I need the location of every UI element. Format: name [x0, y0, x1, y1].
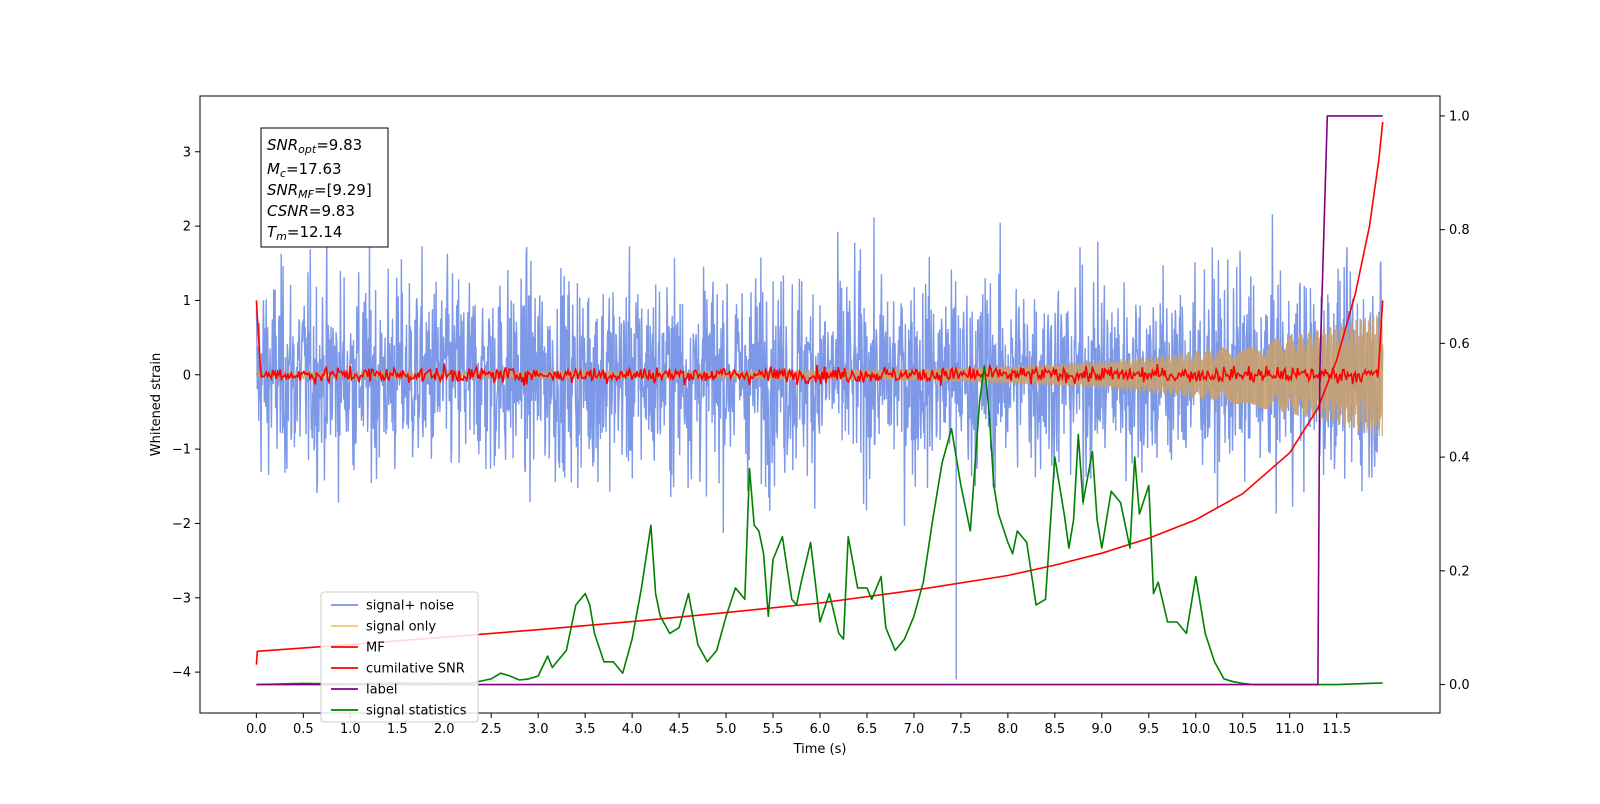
annotation-snr-mf: SNRMF=[9.29]: [267, 181, 372, 201]
x-tick-label: 4.5: [669, 722, 690, 737]
annotation-tm: Tm=12.14: [267, 223, 342, 243]
annotation-frame: [260, 127, 389, 248]
x-tick-label: 0.5: [293, 722, 314, 737]
x-tick-label: 3.5: [575, 722, 596, 737]
x-tick-label: 10.0: [1181, 722, 1210, 737]
y-tick-label: 1: [183, 294, 191, 309]
x-tick-label: 5.5: [763, 722, 784, 737]
y-tick-label: 3: [183, 145, 191, 160]
legend-frame: [320, 591, 479, 723]
annotation-csnr: CSNR=9.83: [267, 202, 355, 220]
annotation-mc: Mc=17.63: [267, 160, 342, 180]
x-tick-label: 9.5: [1138, 722, 1159, 737]
y-right-tick-label: 0.2: [1449, 564, 1470, 579]
x-tick-label: 4.0: [622, 722, 643, 737]
y-right-tick-label: 0.6: [1449, 337, 1470, 352]
series-cumulative-snr-line: [255, 121, 1384, 665]
x-tick-label: 1.5: [387, 722, 408, 737]
y-tick-label: 0: [183, 368, 191, 383]
y-right-tick-label: 1.0: [1449, 109, 1470, 124]
legend: signal+ noise signal only MF cumilative SNR…: [320, 591, 479, 723]
x-tick-label: 8.0: [998, 722, 1019, 737]
x-tick-label: 2.5: [481, 722, 502, 737]
y-tick-label: −3: [172, 591, 191, 606]
x-tick-label: 1.0: [340, 722, 361, 737]
legend-label: signal statistics: [366, 704, 467, 719]
series-mf-line: [255, 300, 1384, 387]
x-tick-label: 7.5: [951, 722, 972, 737]
y-tick-label: 2: [183, 220, 191, 235]
x-tick-label: 9.0: [1091, 722, 1112, 737]
x-tick-label: 5.0: [716, 722, 737, 737]
y-axis-label: Whitened strain: [149, 353, 164, 456]
plot-area: [255, 115, 1384, 686]
x-tick-label: 6.0: [810, 722, 831, 737]
annotation-snr-opt: SNRopt=9.83: [267, 136, 362, 156]
y-right-tick-label: 0.4: [1449, 451, 1470, 466]
y-tick-label: −2: [172, 517, 191, 532]
y-tick-label: −4: [172, 666, 191, 681]
x-tick-label: 6.5: [857, 722, 878, 737]
series-signal-statistics-line: [256, 365, 1383, 686]
series-signal-noise-line: [255, 214, 1384, 680]
x-tick-label: 8.5: [1045, 722, 1066, 737]
axes-layer: 0.0 0.5 1.0 1.5 2.0 2.5 3.0 3.5 4.0 4.5 5.0 5.5 6.0 6…: [172, 109, 1470, 737]
y-tick-label: −1: [172, 443, 191, 458]
x-tick-label: 11.0: [1275, 722, 1304, 737]
x-tick-label: 11.5: [1322, 722, 1351, 737]
x-tick-label: 2.0: [434, 722, 455, 737]
x-tick-label: 10.5: [1228, 722, 1257, 737]
x-axis-label: Time (s): [793, 742, 847, 757]
legend-label: MF: [366, 641, 385, 656]
x-tick-label: 0.0: [246, 722, 267, 737]
stats-annotation-box: SNRopt=9.83 Mc=17.63 SNRMF=[9.29] CSNR=9…: [260, 127, 389, 248]
legend-label: signal+ noise: [366, 599, 454, 614]
y-right-tick-label: 0.8: [1449, 223, 1470, 238]
x-tick-label: 7.0: [904, 722, 925, 737]
x-tick-label: 3.0: [528, 722, 549, 737]
y-right-tick-label: 0.0: [1449, 678, 1470, 693]
legend-label: label: [366, 683, 397, 698]
legend-label: cumilative SNR: [366, 662, 465, 677]
legend-label: signal only: [366, 620, 436, 635]
series-label-line: [256, 115, 1383, 686]
